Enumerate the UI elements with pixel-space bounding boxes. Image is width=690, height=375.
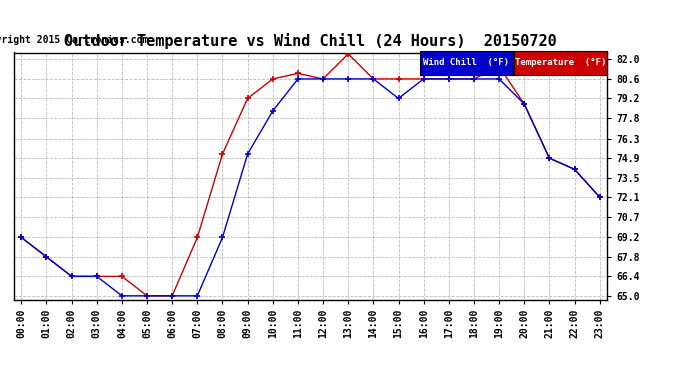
- Title: Outdoor Temperature vs Wind Chill (24 Hours)  20150720: Outdoor Temperature vs Wind Chill (24 Ho…: [64, 33, 557, 48]
- Text: Copyright 2015 Cartronics.com: Copyright 2015 Cartronics.com: [0, 35, 148, 45]
- Text: Temperature  (°F): Temperature (°F): [515, 58, 607, 68]
- Text: Wind Chill  (°F): Wind Chill (°F): [423, 58, 509, 68]
